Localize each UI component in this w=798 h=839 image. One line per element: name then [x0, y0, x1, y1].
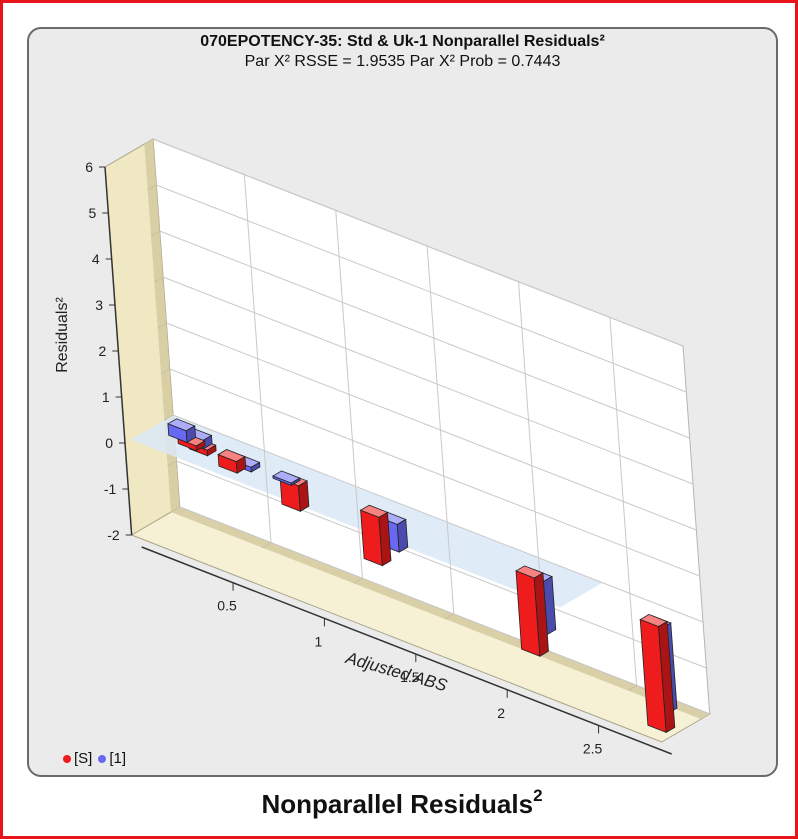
floor-grid-x-2 — [444, 613, 455, 620]
grid-line-x-0 — [243, 174, 272, 543]
grid-line-y-2 — [172, 414, 704, 623]
bar-side — [533, 572, 549, 657]
y-tick-label-7: 5 — [89, 205, 97, 221]
legend-label-s: [S] — [74, 750, 93, 767]
x-tick-label-4: 2.5 — [583, 740, 603, 756]
legend-label-1: [1] — [109, 750, 127, 767]
y-tick-label-1: -1 — [104, 481, 117, 497]
y-tick-label-4: 2 — [99, 343, 107, 359]
grid-line-x-2 — [426, 246, 455, 615]
wall-grid-y-1 — [167, 460, 177, 467]
floor-shadow — [171, 507, 710, 719]
bar-s-4 — [359, 504, 392, 567]
x-tick-label-0: 0.5 — [217, 598, 237, 614]
wall-grid-y-0 — [170, 506, 180, 513]
chart-subtitle: Par X² RSSE = 1.9535 Par X² Prob = 0.744… — [244, 53, 561, 70]
wall-grid-y-5 — [154, 276, 164, 283]
y-tick-label-2: 0 — [105, 435, 113, 451]
bar-side — [298, 480, 310, 512]
bar-side — [195, 440, 206, 452]
bar-side — [658, 620, 676, 734]
grid-line-y-3 — [169, 368, 700, 577]
y-tick-label-8: 6 — [85, 159, 93, 175]
wall-grid-y-6 — [150, 230, 160, 237]
bar-s-3 — [279, 473, 310, 512]
bar-side — [396, 518, 409, 553]
bar-s-2 — [217, 449, 247, 474]
grid-line-y-1 — [176, 460, 707, 669]
legend-item-s: [S] — [63, 750, 92, 767]
x-tick-label-3: 2 — [497, 705, 505, 721]
chart-title: 070EPOTENCY-35: Std & Uk-1 Nonparallel R… — [200, 33, 605, 50]
x-axis-title: Adjusted ABS — [343, 648, 450, 695]
bar-side — [185, 425, 197, 444]
legend: [S] [1] — [63, 750, 126, 767]
bar-1-0 — [166, 418, 197, 444]
grid-line-y-5 — [162, 276, 694, 485]
bars — [166, 418, 678, 734]
grid-line-y-0 — [179, 506, 710, 715]
figure-caption: Nonparallel Residuals2 — [3, 786, 798, 820]
legend-marker-s — [63, 754, 71, 763]
bar-side — [378, 511, 392, 567]
bar-side — [290, 477, 301, 487]
grid-line-x-1 — [335, 210, 363, 579]
grid-line-y-4 — [166, 322, 697, 531]
bar-side — [206, 444, 217, 457]
wall-grid-y-4 — [157, 322, 167, 329]
x-axis-line — [141, 546, 672, 755]
bar-side — [235, 456, 247, 474]
floor-grid-x-1 — [353, 577, 363, 584]
bar-side — [250, 461, 261, 473]
wall-grid-y-7 — [147, 184, 157, 191]
grid-line-y-8 — [152, 138, 684, 347]
chart-panel: -2 -1 0 1 2 3 4 5 6 0.5 1 1.5 2 2.5 Residuals² Adjusted… — [27, 27, 778, 777]
grid-line-x-4 — [609, 317, 638, 686]
legend-item-1: [1] — [98, 750, 126, 767]
y-tick-label-0: -2 — [107, 527, 120, 543]
caption-superscript: 2 — [533, 786, 543, 805]
legend-marker-1 — [98, 754, 107, 763]
caption-text: Nonparallel Residuals — [261, 789, 534, 819]
grid-line-y-6 — [159, 230, 690, 439]
x-tick-label-1: 1 — [315, 633, 323, 649]
grid-line-y-7 — [156, 184, 687, 393]
y-tick-label-3: 1 — [102, 389, 110, 405]
wall-grid-y-8 — [144, 138, 154, 145]
y-axis-title: Residuals² — [54, 297, 71, 373]
floor-grid-x-0 — [262, 542, 272, 549]
bar-s-6 — [639, 613, 676, 734]
x-tick-label-2: 1.5 — [400, 669, 420, 685]
bar-1-3 — [271, 470, 301, 487]
plot-area: -2 -1 0 1 2 3 4 5 6 0.5 1 1.5 2 2.5 Residuals² Adjusted… — [54, 138, 711, 756]
y-tick-label-6: 4 — [92, 251, 100, 267]
wall-grid-y-2 — [164, 414, 174, 421]
bar-s-5 — [515, 565, 549, 657]
floor-grid-x-4 — [627, 685, 637, 691]
wall-grid-y-3 — [160, 368, 170, 375]
y-tick-label-5: 3 — [95, 297, 103, 313]
